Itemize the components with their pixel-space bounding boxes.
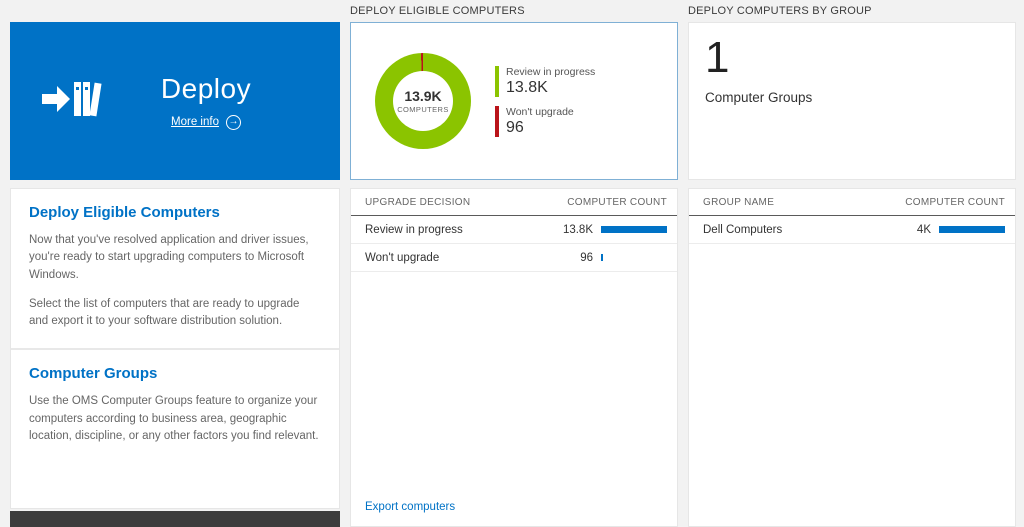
legend-item-review-in-progress: Review in progress 13.8K [495,65,596,97]
computer-groups-count: 1 [705,33,730,82]
legend-swatch-green [495,65,499,97]
row-label: Won't upgrade [365,251,440,264]
deploy-description-panel: Deploy Eligible Computers Now that you'v… [10,188,340,509]
left-footer-bar [10,511,340,527]
eligible-computers-tile[interactable]: 13.9K COMPUTERS Review in progress 13.8K… [350,22,678,180]
row-label: Dell Computers [703,223,783,236]
column-header-upgrade-decision: UPGRADE DECISION [365,196,471,208]
count-bar [601,254,603,261]
legend-label: Review in progress [506,65,596,78]
table-header-row: UPGRADE DECISION COMPUTER COUNT [351,189,677,216]
column-header-computer-count: COMPUTER COUNT [567,196,667,208]
count-bar [601,226,667,233]
section-paragraph: Use the OMS Computer Groups feature to o… [29,395,319,442]
legend-swatch-red [495,105,499,137]
computer-groups-label: Computer Groups [705,89,813,105]
computer-groups-tile[interactable]: 1 Computer Groups [688,22,1016,180]
eligible-computers-column: DEPLOY ELIGIBLE COMPUTERS 13.9K COMPUTER… [350,0,678,527]
more-info-arrow-icon: → [225,114,241,130]
donut-chart: 13.9K COMPUTERS [375,53,471,149]
right-column-header: DEPLOY COMPUTERS BY GROUP [688,5,872,17]
section-paragraph: Select the list of computers that are re… [29,297,300,327]
column-header-group-name: GROUP NAME [703,196,775,208]
table-header-row: GROUP NAME COMPUTER COUNT [689,189,1015,216]
table-row[interactable]: Dell Computers 4K [689,216,1015,244]
legend-label: Won't upgrade [506,105,574,118]
donut-center-label: COMPUTERS [397,105,449,114]
section-heading-computer-groups: Computer Groups [29,365,158,383]
donut-center: 13.9K COMPUTERS [393,71,453,131]
row-label: Review in progress [365,223,463,236]
table-row[interactable]: Won't upgrade 96 [351,244,677,272]
deploy-tile-text: Deploy More info → [102,73,310,130]
left-column-header [10,0,340,22]
row-value: 4K [916,223,931,236]
row-bar-track [601,226,667,233]
upgrade-decision-table: UPGRADE DECISION COMPUTER COUNT Review i… [350,188,678,527]
middle-column-header: DEPLOY ELIGIBLE COMPUTERS [350,5,525,17]
deploy-icon [40,75,102,128]
export-computers-link[interactable]: Export computers [365,501,456,513]
donut-legend: Review in progress 13.8K Won't upgrade 9… [495,65,596,137]
deploy-title: Deploy [160,72,252,104]
section-computer-groups: Computer Groups Use the OMS Computer Gro… [11,350,339,463]
deploy-tile[interactable]: Deploy More info → [10,22,340,180]
column-header-computer-count: COMPUTER COUNT [905,196,1005,208]
legend-value: 13.8K [506,78,548,96]
section-divider [11,348,339,351]
donut-center-value: 13.9K [404,88,442,104]
section-heading-deploy-eligible: Deploy Eligible Computers [29,204,220,221]
deploy-overview-column: Deploy More info → Deploy Eligible Compu… [10,0,340,527]
row-bar-track [939,226,1005,233]
legend-value: 96 [506,118,524,136]
section-deploy-eligible-computers: Deploy Eligible Computers Now that you'v… [11,189,339,348]
row-value: 96 [580,251,593,264]
group-table: GROUP NAME COMPUTER COUNT Dell Computers… [688,188,1016,527]
row-value: 13.8K [562,223,593,236]
section-paragraph: Now that you've resolved application and… [29,234,309,281]
row-bar-track [601,254,667,261]
count-bar [939,226,1005,233]
legend-item-wont-upgrade: Won't upgrade 96 [495,105,595,137]
table-row[interactable]: Review in progress 13.8K [351,216,677,244]
more-info-label: More info [171,116,219,128]
computers-by-group-column: DEPLOY COMPUTERS BY GROUP 1 Computer Gro… [688,0,1016,527]
more-info-link[interactable]: More info → [171,114,241,130]
